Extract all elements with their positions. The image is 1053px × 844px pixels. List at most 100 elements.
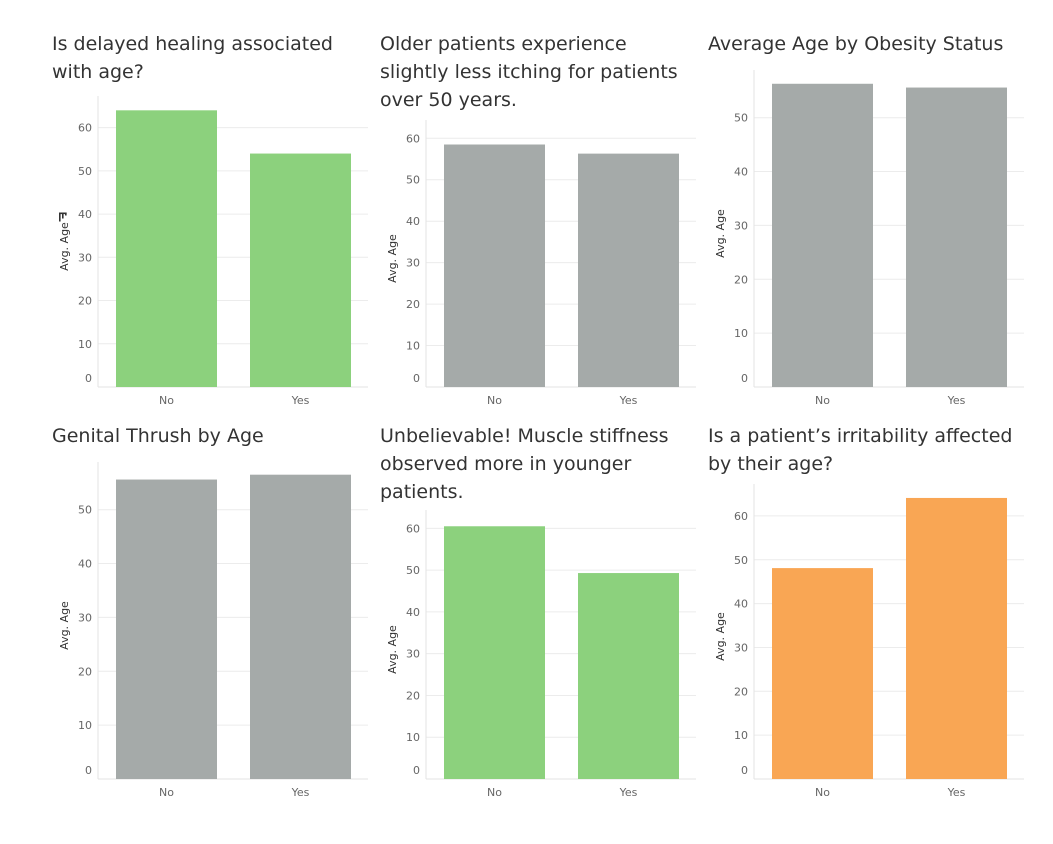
bar-no[interactable]	[116, 479, 217, 779]
y-tick-label: 40	[406, 215, 420, 228]
x-tick-label: No	[815, 394, 830, 407]
x-tick-label: Yes	[947, 786, 966, 799]
y-tick-label: 30	[734, 641, 748, 654]
y-tick-label: 10	[406, 340, 420, 353]
bar-no[interactable]	[444, 526, 545, 779]
y-tick-label: 0	[85, 764, 92, 777]
chart-title-line: slightly less itching for patients	[380, 61, 678, 83]
chart-title-line: patients.	[380, 481, 464, 503]
x-tick-label: No	[815, 786, 830, 799]
x-tick-label: Yes	[619, 394, 638, 407]
y-tick-label: 0	[741, 372, 748, 385]
bar-chart: 0 10 20 30 40 50 60 Avg. Age No Yes	[714, 484, 1024, 799]
x-tick-label: Yes	[291, 394, 310, 407]
bar-yes[interactable]	[578, 573, 679, 779]
chart-title-line: Older patients experience	[380, 33, 627, 55]
y-tick-label: 30	[78, 611, 92, 624]
chart-title: Older patients experience slightly less i…	[380, 30, 680, 114]
chart-title: Average Age by Obesity Status	[708, 30, 1008, 58]
chart-title-line: observed more in younger	[380, 453, 632, 475]
bar-no[interactable]	[772, 83, 873, 387]
chart-title: Genital Thrush by Age	[52, 422, 352, 450]
y-tick-label: 0	[413, 764, 420, 777]
bar-chart: 0 10 20 30 40 50 60 Avg. Age No Yes	[386, 120, 696, 407]
y-tick-label: 0	[413, 372, 420, 385]
y-axis-label: Avg. Age	[386, 234, 399, 283]
y-tick-label: 30	[406, 648, 420, 661]
y-tick-label: 50	[78, 504, 92, 517]
y-tick-label: 60	[78, 122, 92, 135]
y-tick-label: 50	[734, 112, 748, 125]
chart-title-line: Unbelievable! Muscle stiffness	[380, 425, 669, 447]
bar-yes[interactable]	[250, 153, 351, 387]
bar-yes[interactable]	[906, 497, 1007, 779]
x-tick-label: No	[159, 786, 174, 799]
y-tick-label: 30	[406, 257, 420, 270]
chart-panel-3: Average Age by Obesity Status 0 10 20 30 40 50…	[708, 30, 1026, 417]
chart-panel-6: Is a patient’s irritability affected by t…	[708, 422, 1026, 809]
y-tick-label: 50	[406, 174, 420, 187]
bar-no[interactable]	[444, 144, 545, 387]
y-tick-label: 10	[406, 731, 420, 744]
chart-title: Is a patient’s irritability affected by t…	[708, 422, 1013, 478]
chart-panel-2: Older patients experience slightly less i…	[380, 30, 698, 417]
y-tick-label: 40	[734, 598, 748, 611]
y-tick-label: 20	[406, 298, 420, 311]
x-tick-label: No	[487, 394, 502, 407]
chart-title-line: Genital Thrush by Age	[52, 425, 264, 447]
x-tick-label: No	[159, 394, 174, 407]
chart-title: Unbelievable! Muscle stiffness observed m…	[380, 422, 680, 506]
y-tick-label: 50	[734, 554, 748, 567]
y-tick-label: 10	[734, 729, 748, 742]
y-axis-label: Avg. Age	[714, 209, 727, 258]
bar-chart: 0 10 20 30 40 50 Avg. Age No Yes	[58, 462, 368, 799]
y-tick-label: 40	[78, 208, 92, 221]
y-tick-label: 40	[78, 558, 92, 571]
y-tick-label: 20	[78, 665, 92, 678]
x-tick-label: Yes	[619, 786, 638, 799]
y-axis-label: Avg. Age	[714, 612, 727, 661]
chart-title-line: with age?	[52, 61, 144, 83]
bar-yes[interactable]	[578, 153, 679, 387]
y-tick-label: 50	[78, 165, 92, 178]
y-tick-label: 60	[406, 132, 420, 145]
chart-title: Is delayed healing associated with age?	[52, 30, 352, 86]
y-tick-label: 10	[734, 327, 748, 340]
y-tick-label: 20	[734, 273, 748, 286]
bar-yes[interactable]	[250, 474, 351, 779]
y-tick-label: 60	[406, 522, 420, 535]
y-tick-label: 50	[406, 564, 420, 577]
y-tick-label: 40	[406, 606, 420, 619]
y-tick-label: 10	[78, 338, 92, 351]
y-axis-label: Avg. Age	[58, 222, 71, 271]
y-tick-label: 0	[85, 372, 92, 385]
bar-yes[interactable]	[906, 87, 1007, 388]
bar-chart: 0 10 20 30 40 50 60 Avg. Age No Yes	[58, 96, 368, 407]
x-tick-label: No	[487, 786, 502, 799]
y-tick-label: 20	[78, 295, 92, 308]
y-tick-label: 20	[406, 689, 420, 702]
bar-no[interactable]	[772, 568, 873, 779]
bar-no[interactable]	[116, 110, 217, 388]
chart-title-line: Is a patient’s irritability affected	[708, 425, 1013, 447]
y-tick-label: 0	[741, 764, 748, 777]
chart-panel-5: Unbelievable! Muscle stiffness observed m…	[380, 422, 698, 809]
chart-title-line: Is delayed healing associated	[52, 33, 333, 55]
chart-title-line: by their age?	[708, 453, 834, 475]
bar-chart: 0 10 20 30 40 50 Avg. Age No Yes	[714, 70, 1024, 407]
x-tick-label: Yes	[291, 786, 310, 799]
sort-icon[interactable]	[59, 212, 67, 222]
chart-title-line: Average Age by Obesity Status	[708, 33, 1004, 55]
chart-panel-1: Is delayed healing associated with age? 0 1…	[52, 30, 370, 417]
y-tick-label: 30	[734, 219, 748, 232]
bar-chart: 0 10 20 30 40 50 60 Avg. Age No Yes	[386, 510, 696, 799]
y-tick-label: 60	[734, 510, 748, 523]
y-axis-label: Avg. Age	[386, 625, 399, 674]
chart-title-line: over 50 years.	[380, 89, 517, 111]
y-axis-label: Avg. Age	[58, 601, 71, 650]
y-tick-label: 40	[734, 166, 748, 179]
y-tick-label: 20	[734, 685, 748, 698]
x-tick-label: Yes	[947, 394, 966, 407]
y-tick-label: 30	[78, 251, 92, 264]
chart-panel-4: Genital Thrush by Age 0 10 20 30 40 50 Avg. Age…	[52, 422, 370, 809]
